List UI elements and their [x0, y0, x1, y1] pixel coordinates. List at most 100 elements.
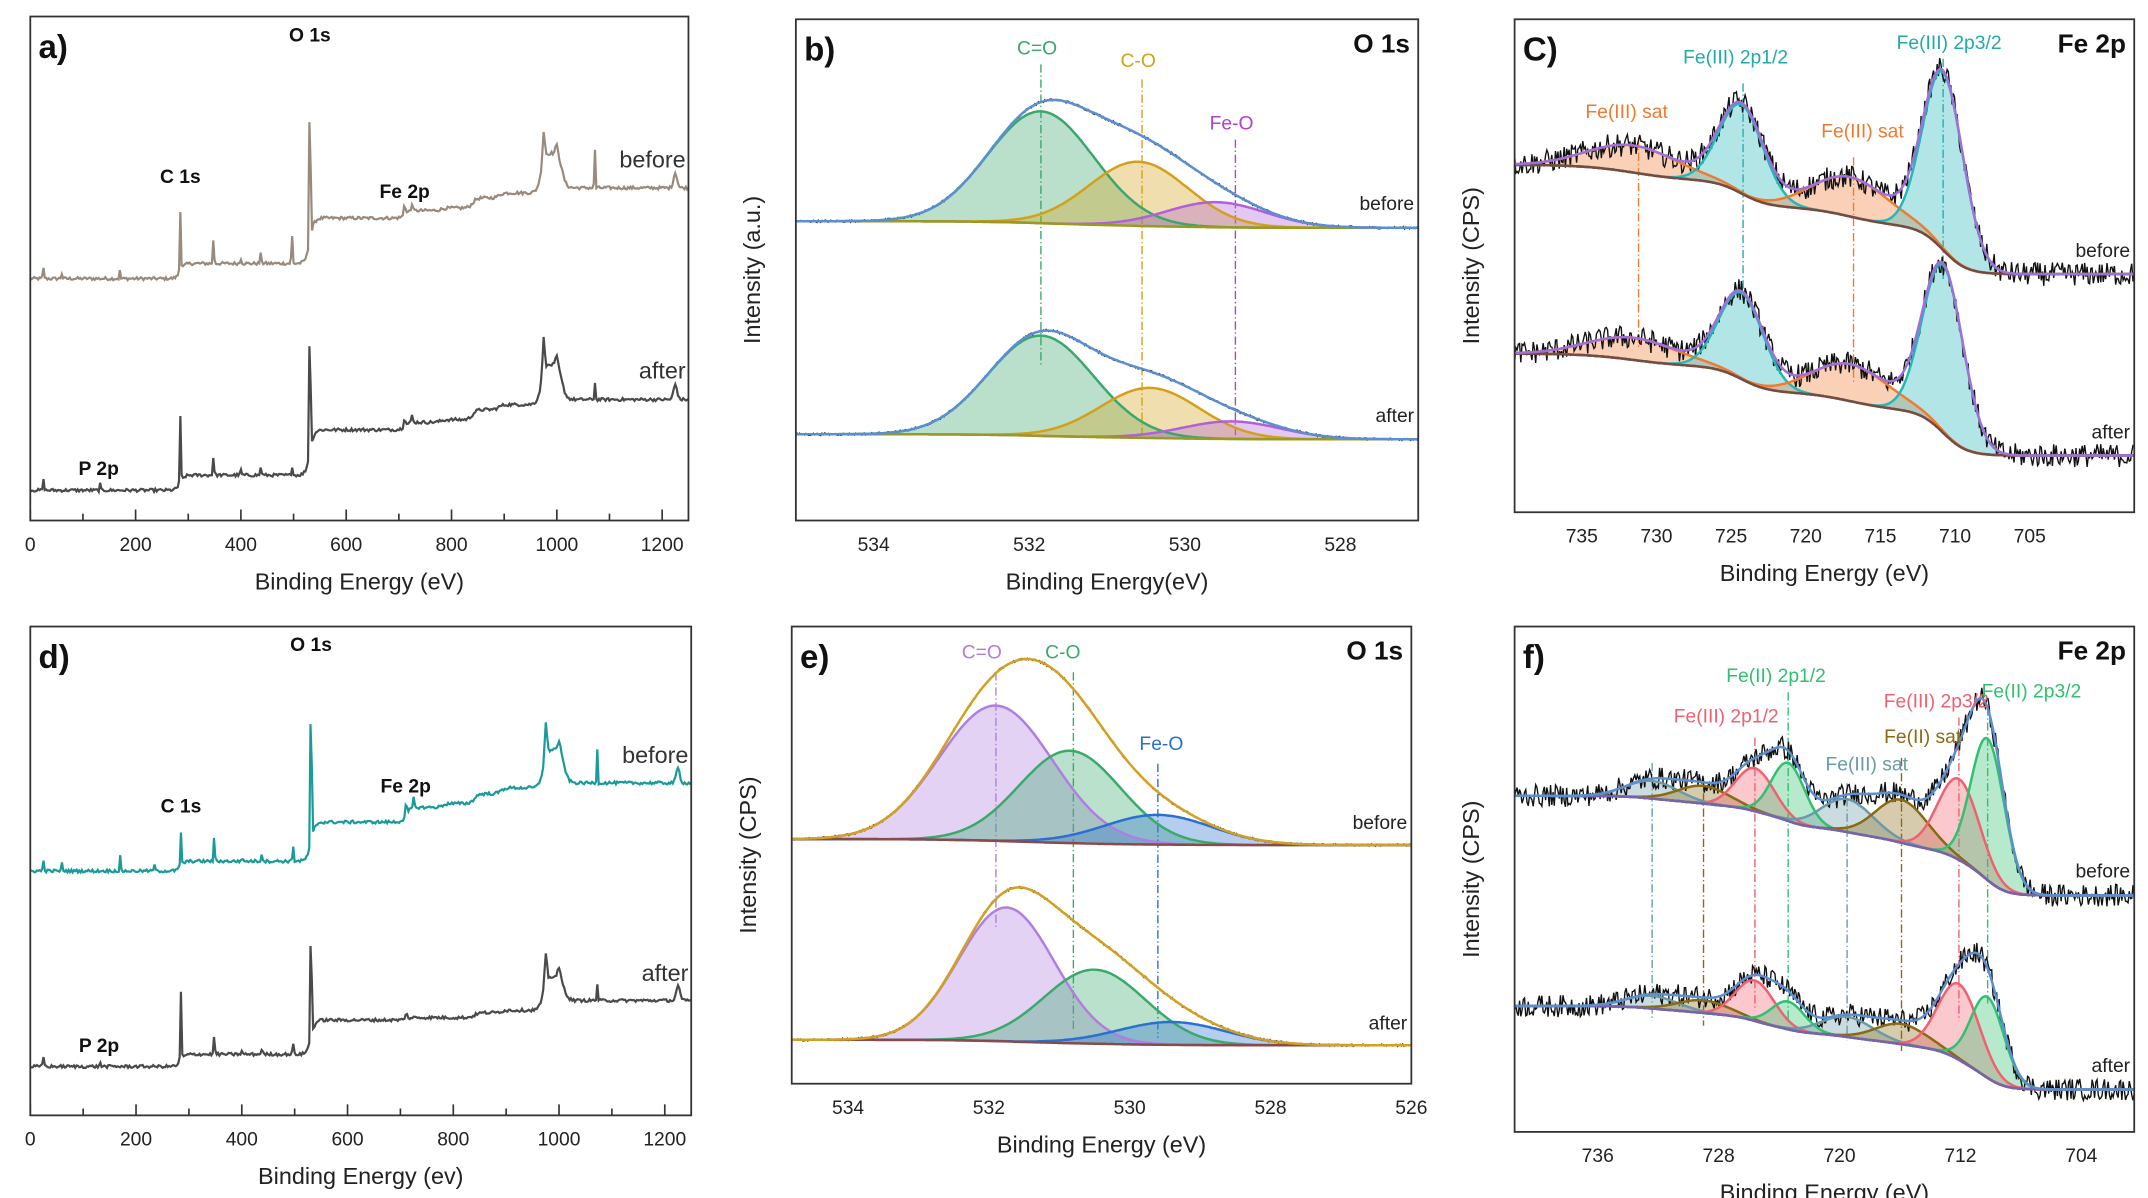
series-label-after: after: [642, 960, 689, 986]
component-fill: [1514, 996, 2135, 1090]
series-label-before: before: [1359, 194, 1414, 215]
component-fill: [795, 202, 1419, 228]
panel-d: before after O 1s C 1s Fe 2p P 2p 0 200 400 600 80…: [25, 625, 693, 1189]
x-tick-label: 1200: [643, 1130, 686, 1151]
envelope-line-after: [791, 886, 1412, 1047]
series-label-after: after: [2092, 422, 2131, 443]
component-fill: [1514, 983, 2135, 1090]
envelope-line-before: [795, 98, 1419, 229]
x-tick-label: 1200: [641, 535, 684, 556]
x-tick-label: 0: [25, 1130, 36, 1151]
panel-title: O 1s: [1353, 28, 1410, 58]
x-tick-label: 800: [435, 535, 467, 556]
y-axis-label: Intensity (CPS): [735, 776, 761, 933]
peak-label: C 1s: [160, 167, 201, 188]
component-fill: [795, 335, 1419, 440]
peak-label: Fe(III) 2p1/2: [1683, 48, 1788, 69]
background-line-before: [795, 220, 1419, 229]
component-fill: [791, 969, 1412, 1046]
plot-area: [30, 722, 692, 1070]
component-fill: [795, 161, 1419, 228]
plot-area: [1514, 687, 2135, 1103]
x-tick-label: 528: [1324, 535, 1356, 556]
plot-area: [30, 122, 689, 496]
component-fill: [791, 750, 1412, 846]
panel-a: before after O 1s C 1s Fe 2p P 2p 0 200 400 600 80…: [25, 15, 690, 594]
plot-area: [795, 64, 1419, 442]
component-fill: [1514, 995, 2135, 1090]
peak-label: P 2p: [79, 459, 119, 480]
series-label-before: before: [619, 146, 685, 172]
envelope-line-after: [1514, 260, 2135, 457]
x-tick-label: 736: [1582, 1146, 1614, 1167]
component-fill: [1514, 785, 2135, 896]
peak-label: C-O: [1045, 643, 1080, 664]
x-tick-label: 534: [832, 1098, 864, 1119]
x-tick-label: 730: [1640, 527, 1672, 548]
component-fill: [1514, 767, 2135, 896]
component-fill: [1514, 164, 2135, 275]
background-line-after: [1514, 1004, 2135, 1091]
series-label-after: after: [1376, 406, 1415, 427]
panel-letter: d): [39, 639, 70, 676]
peak-label: C=O: [962, 643, 1002, 664]
raw-data-line-after: [1514, 942, 2135, 1103]
peak-label: O 1s: [290, 635, 332, 656]
x-tick-label: 710: [1939, 527, 1971, 548]
plot-frame: [790, 625, 1413, 1085]
plot-area: [1514, 57, 2135, 468]
x-tick-label: 526: [1395, 1098, 1427, 1119]
panel-c: before after Fe(III) sat Fe(III) 2p1/2 Fe(II…: [1458, 18, 2136, 586]
x-tick-label: 400: [226, 1130, 258, 1151]
x-tick-label: 530: [1169, 535, 1201, 556]
component-line: [1514, 994, 2135, 1091]
x-tick-label: 400: [225, 535, 257, 556]
series-label-before: before: [622, 742, 688, 768]
x-axis-label: Binding Energy (eV): [1720, 560, 1929, 586]
x-tick-label: 712: [1944, 1146, 1976, 1167]
series-label-after: after: [1369, 1013, 1408, 1034]
x-tick-label: 530: [1114, 1098, 1146, 1119]
x-axis-label: Binding Energy (eV): [997, 1132, 1206, 1158]
panel-f: before after Fe(III) 2p1/2 Fe(II) 2p1/2 Fe(I…: [1458, 625, 2136, 1198]
x-tick-label: 600: [330, 535, 362, 556]
peak-label: O 1s: [289, 26, 331, 47]
spectrum-line-after: [30, 945, 692, 1070]
component-fill: [1514, 337, 2135, 456]
series-label-before: before: [1353, 813, 1408, 834]
raw-data-line-before: [1514, 57, 2135, 286]
panel-b: before after C=O C-O Fe-O O 1s Intensity (a.u.…: [739, 18, 1420, 594]
plot-frame: [1513, 625, 2136, 1133]
component-fill: [1514, 795, 2135, 896]
x-tick-label: 1000: [538, 1130, 581, 1151]
envelope-line-before: [1514, 67, 2135, 276]
x-tick-label: 200: [120, 1130, 152, 1151]
x-tick-label: 200: [120, 535, 152, 556]
component-line: [1514, 784, 2135, 897]
peak-label: C 1s: [161, 796, 202, 817]
component-fill: [1514, 1001, 2135, 1090]
component-fill: [791, 814, 1412, 846]
peak-label: C=O: [1017, 38, 1057, 59]
component-line: [1514, 766, 2135, 897]
spectrum-line-before: [30, 122, 689, 282]
component-fill: [795, 387, 1419, 440]
peak-label: Fe(II) 2p3/2: [1982, 681, 2082, 702]
x-axis-label: Binding Energy(eV): [1006, 568, 1209, 594]
peak-label: Fe(III) sat: [1826, 755, 1909, 776]
panel-title: Fe 2p: [2058, 28, 2126, 58]
y-axis-label: Intensity (a.u.): [739, 196, 765, 344]
x-tick-label: 720: [1823, 1146, 1855, 1167]
peak-label: Fe(III) 2p3/2: [1884, 691, 1989, 712]
x-tick-label: 1000: [535, 535, 578, 556]
component-fill: [791, 705, 1412, 846]
envelope-line-before: [1514, 697, 2135, 897]
x-tick-label: 800: [437, 1130, 469, 1151]
background-line-after: [795, 433, 1419, 441]
x-axis-label: Binding Energy (ev): [258, 1163, 463, 1189]
component-fill: [1514, 738, 2135, 896]
x-tick-label: 528: [1254, 1098, 1286, 1119]
peak-label: P 2p: [79, 1036, 119, 1057]
peak-label: Fe(III) 2p1/2: [1674, 707, 1779, 728]
component-line: [1514, 994, 2135, 1091]
